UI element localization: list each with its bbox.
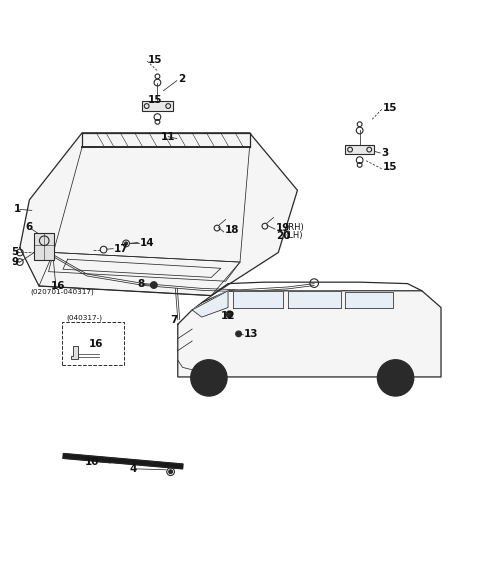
Text: 9: 9 (11, 257, 18, 267)
Polygon shape (178, 291, 441, 377)
Text: 2: 2 (178, 74, 185, 84)
Text: 15: 15 (148, 96, 163, 105)
Text: 11: 11 (161, 132, 176, 142)
Polygon shape (345, 292, 393, 308)
Polygon shape (192, 291, 228, 317)
Circle shape (377, 360, 414, 396)
Text: 15: 15 (148, 54, 163, 65)
Text: 10: 10 (84, 456, 99, 467)
Text: (040317-): (040317-) (67, 315, 103, 321)
Text: 14: 14 (140, 238, 154, 248)
Text: 15: 15 (383, 103, 397, 113)
Polygon shape (20, 133, 298, 296)
Circle shape (226, 311, 233, 317)
Polygon shape (142, 101, 173, 112)
Text: 20: 20 (276, 231, 290, 241)
Text: 7: 7 (170, 316, 178, 325)
Circle shape (387, 370, 404, 386)
Circle shape (151, 281, 157, 288)
Text: 12: 12 (221, 311, 235, 321)
Text: 1: 1 (14, 204, 21, 214)
Text: 15: 15 (383, 162, 397, 172)
Text: 16: 16 (51, 281, 65, 291)
Text: 18: 18 (225, 225, 239, 236)
Bar (62, 322, 124, 365)
Polygon shape (345, 145, 374, 154)
Circle shape (168, 470, 172, 474)
Circle shape (125, 242, 128, 245)
Text: 6: 6 (25, 222, 33, 232)
Text: (020701-040317): (020701-040317) (30, 289, 94, 296)
Text: 17: 17 (114, 244, 129, 253)
Polygon shape (71, 346, 78, 359)
Polygon shape (34, 233, 54, 260)
Text: (LH): (LH) (286, 231, 303, 240)
Text: 13: 13 (244, 329, 258, 339)
Polygon shape (63, 454, 183, 469)
Text: 4: 4 (130, 464, 137, 474)
Text: 5: 5 (11, 247, 18, 256)
Text: 16: 16 (89, 339, 104, 349)
Circle shape (201, 370, 217, 386)
Text: 3: 3 (381, 148, 388, 158)
Text: 19: 19 (276, 223, 290, 233)
Circle shape (191, 360, 227, 396)
Text: (RH): (RH) (286, 223, 304, 232)
Polygon shape (288, 291, 340, 308)
Text: 8: 8 (137, 279, 144, 289)
Circle shape (236, 331, 241, 337)
Polygon shape (233, 291, 283, 308)
